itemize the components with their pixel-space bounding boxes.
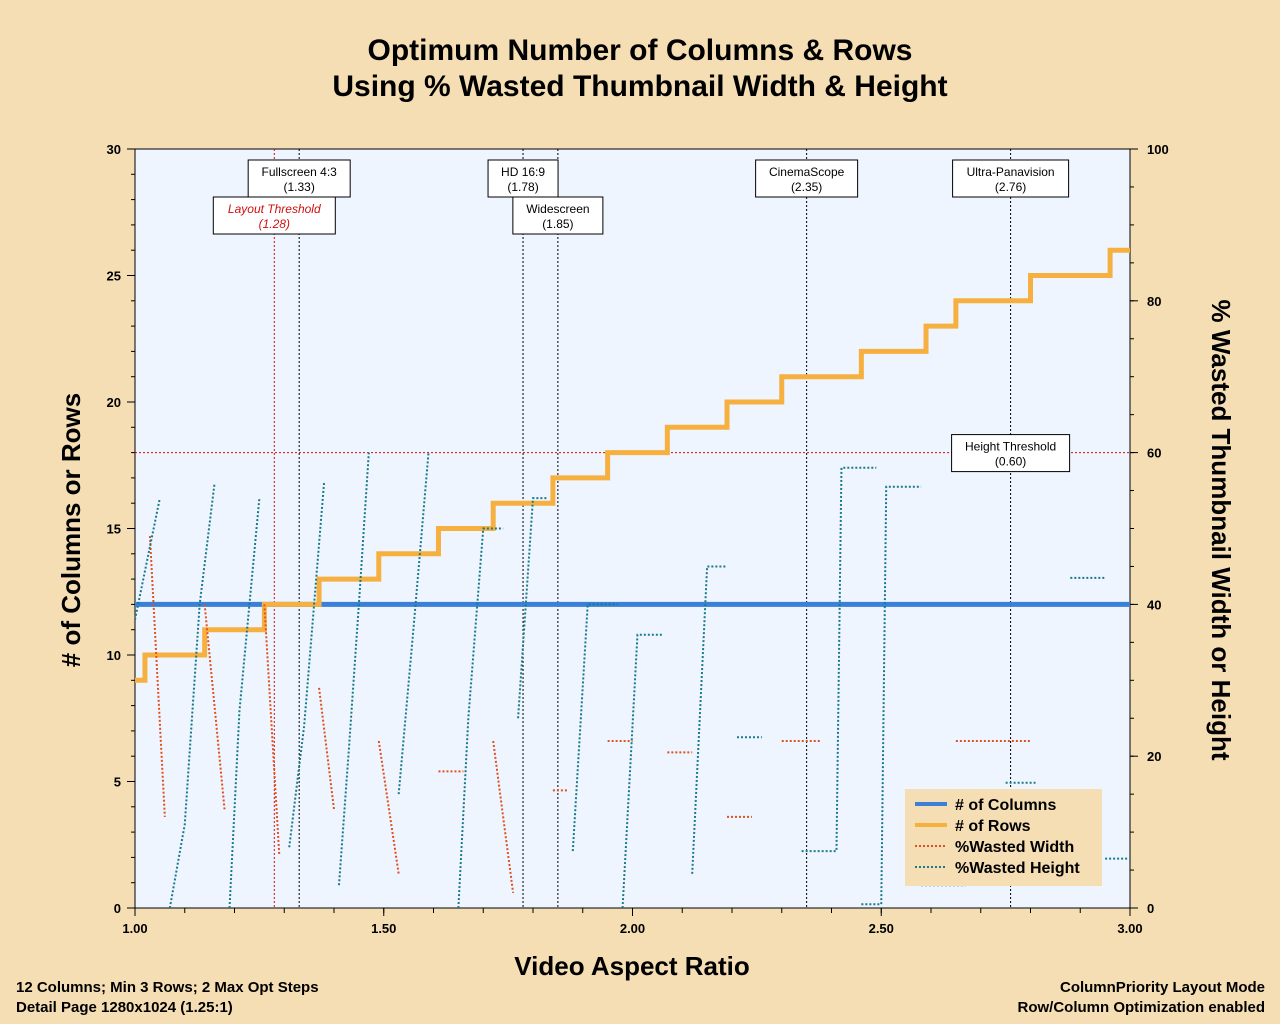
chart-title-line-2: Using % Wasted Thumbnail Width & Height [332,70,947,103]
marker-label-box [512,196,604,235]
y-right-tick-label: 100 [1147,142,1169,157]
y-right-tick-label: 40 [1147,597,1161,612]
x-tick-label: 1.50 [371,921,396,936]
marker-value: (1.33) [283,180,314,194]
y-right-tick-label: 80 [1147,294,1161,309]
series-wasted-height-segment [288,482,326,848]
x-tick-label: 2.50 [869,921,894,936]
marker-label: Widescreen [526,202,589,216]
x-tick-label: 1.00 [122,921,147,936]
y-left-tick-label: 30 [107,142,121,157]
marker-value: (2.35) [791,180,822,194]
y-left-tick-label: 10 [107,648,121,663]
marker-label-box [212,196,336,235]
marker-value: (2.76) [995,180,1026,194]
marker-value: (0.60) [995,455,1026,469]
footer-left-line-2: Detail Page 1280x1024 (1.25:1) [16,999,233,1016]
y-left-tick-label: 5 [114,775,121,790]
y-axis-right-title: % Wasted Thumbnail Width or Height [1206,299,1236,760]
footer-left-line-1: 12 Columns; Min 3 Rows; 2 Max Opt Steps [16,979,319,996]
y-right-tick-label: 60 [1147,446,1161,461]
marker-label-box [755,159,859,198]
series-wasted-height-segment [457,527,504,909]
series-wasted-height-segment [517,497,548,719]
series-wasted-width-segment [492,740,515,893]
legend-label: %Wasted Width [955,839,1074,856]
y-axis-left-title: # of Columns or Rows [56,393,86,667]
legend-label: # of Columns [955,797,1056,814]
marker-value: (1.78) [507,180,538,194]
series-wasted-width-segment [148,536,166,817]
y-left-tick-label: 0 [114,901,121,916]
marker-value: (1.85) [542,217,573,231]
series-wasted-height-segment [801,466,877,853]
chart-title-line-1: Optimum Number of Columns & Rows [367,34,912,67]
y-left-tick-label: 15 [107,522,121,537]
y-right-tick-label: 20 [1147,749,1161,764]
legend: # of Columns # of Rows %Wasted Width %Waste… [905,789,1102,886]
series-wasted-height-segment [691,565,728,874]
series-wasted-height-segment [397,452,430,795]
chart-titles: Optimum Number of Columns & Rows Using %… [332,34,947,103]
legend-label: %Wasted Height [955,860,1080,877]
marker-label: Layout Threshold [228,202,321,216]
marker-value: (1.28) [259,217,290,231]
legend-label: # of Rows [955,818,1031,835]
marker-label: CinemaScope [769,165,845,179]
x-axis-title: Video Aspect Ratio [514,951,750,981]
marker-label: Height Threshold [965,440,1056,454]
series-wasted-height-segment [337,452,370,886]
y-right-tick-label: 0 [1147,901,1154,916]
marker-labels: Layout Threshold(1.28) Fullscreen 4:3(1.3… [212,159,1071,473]
series-wasted-height-segment [134,497,161,620]
series-wasted-height-segment [228,498,261,909]
footer: 12 Columns; Min 3 Rows; 2 Max Opt Steps … [16,979,1265,1016]
marker-label-box [951,434,1071,473]
y-left-tick-label: 20 [107,395,121,410]
y-left-tick-label: 25 [107,269,121,284]
footer-right-line-1: ColumnPriority Layout Mode [1060,979,1265,996]
series-wasted-width-segment [318,687,335,810]
marker-label: Ultra-Panavision [967,165,1055,179]
x-tick-label: 3.00 [1117,921,1142,936]
marker-label-box [247,159,351,198]
plot-area [134,148,1131,909]
series-wasted-width-segment [263,604,281,855]
footer-right-line-2: Row/Column Optimization enabled [1018,999,1266,1016]
axes: 1.00 1.50 2.00 2.50 3.00 0 5 10 15 20 25 30 0 20 40 60 8… [107,142,1169,936]
marker-label: Fullscreen 4:3 [261,165,337,179]
marker-label-box [952,159,1070,198]
series-wasted-height-segment [621,633,663,909]
marker-label: HD 16:9 [501,165,545,179]
series-wasted-height-segment [861,485,922,906]
x-tick-label: 2.00 [620,921,645,936]
